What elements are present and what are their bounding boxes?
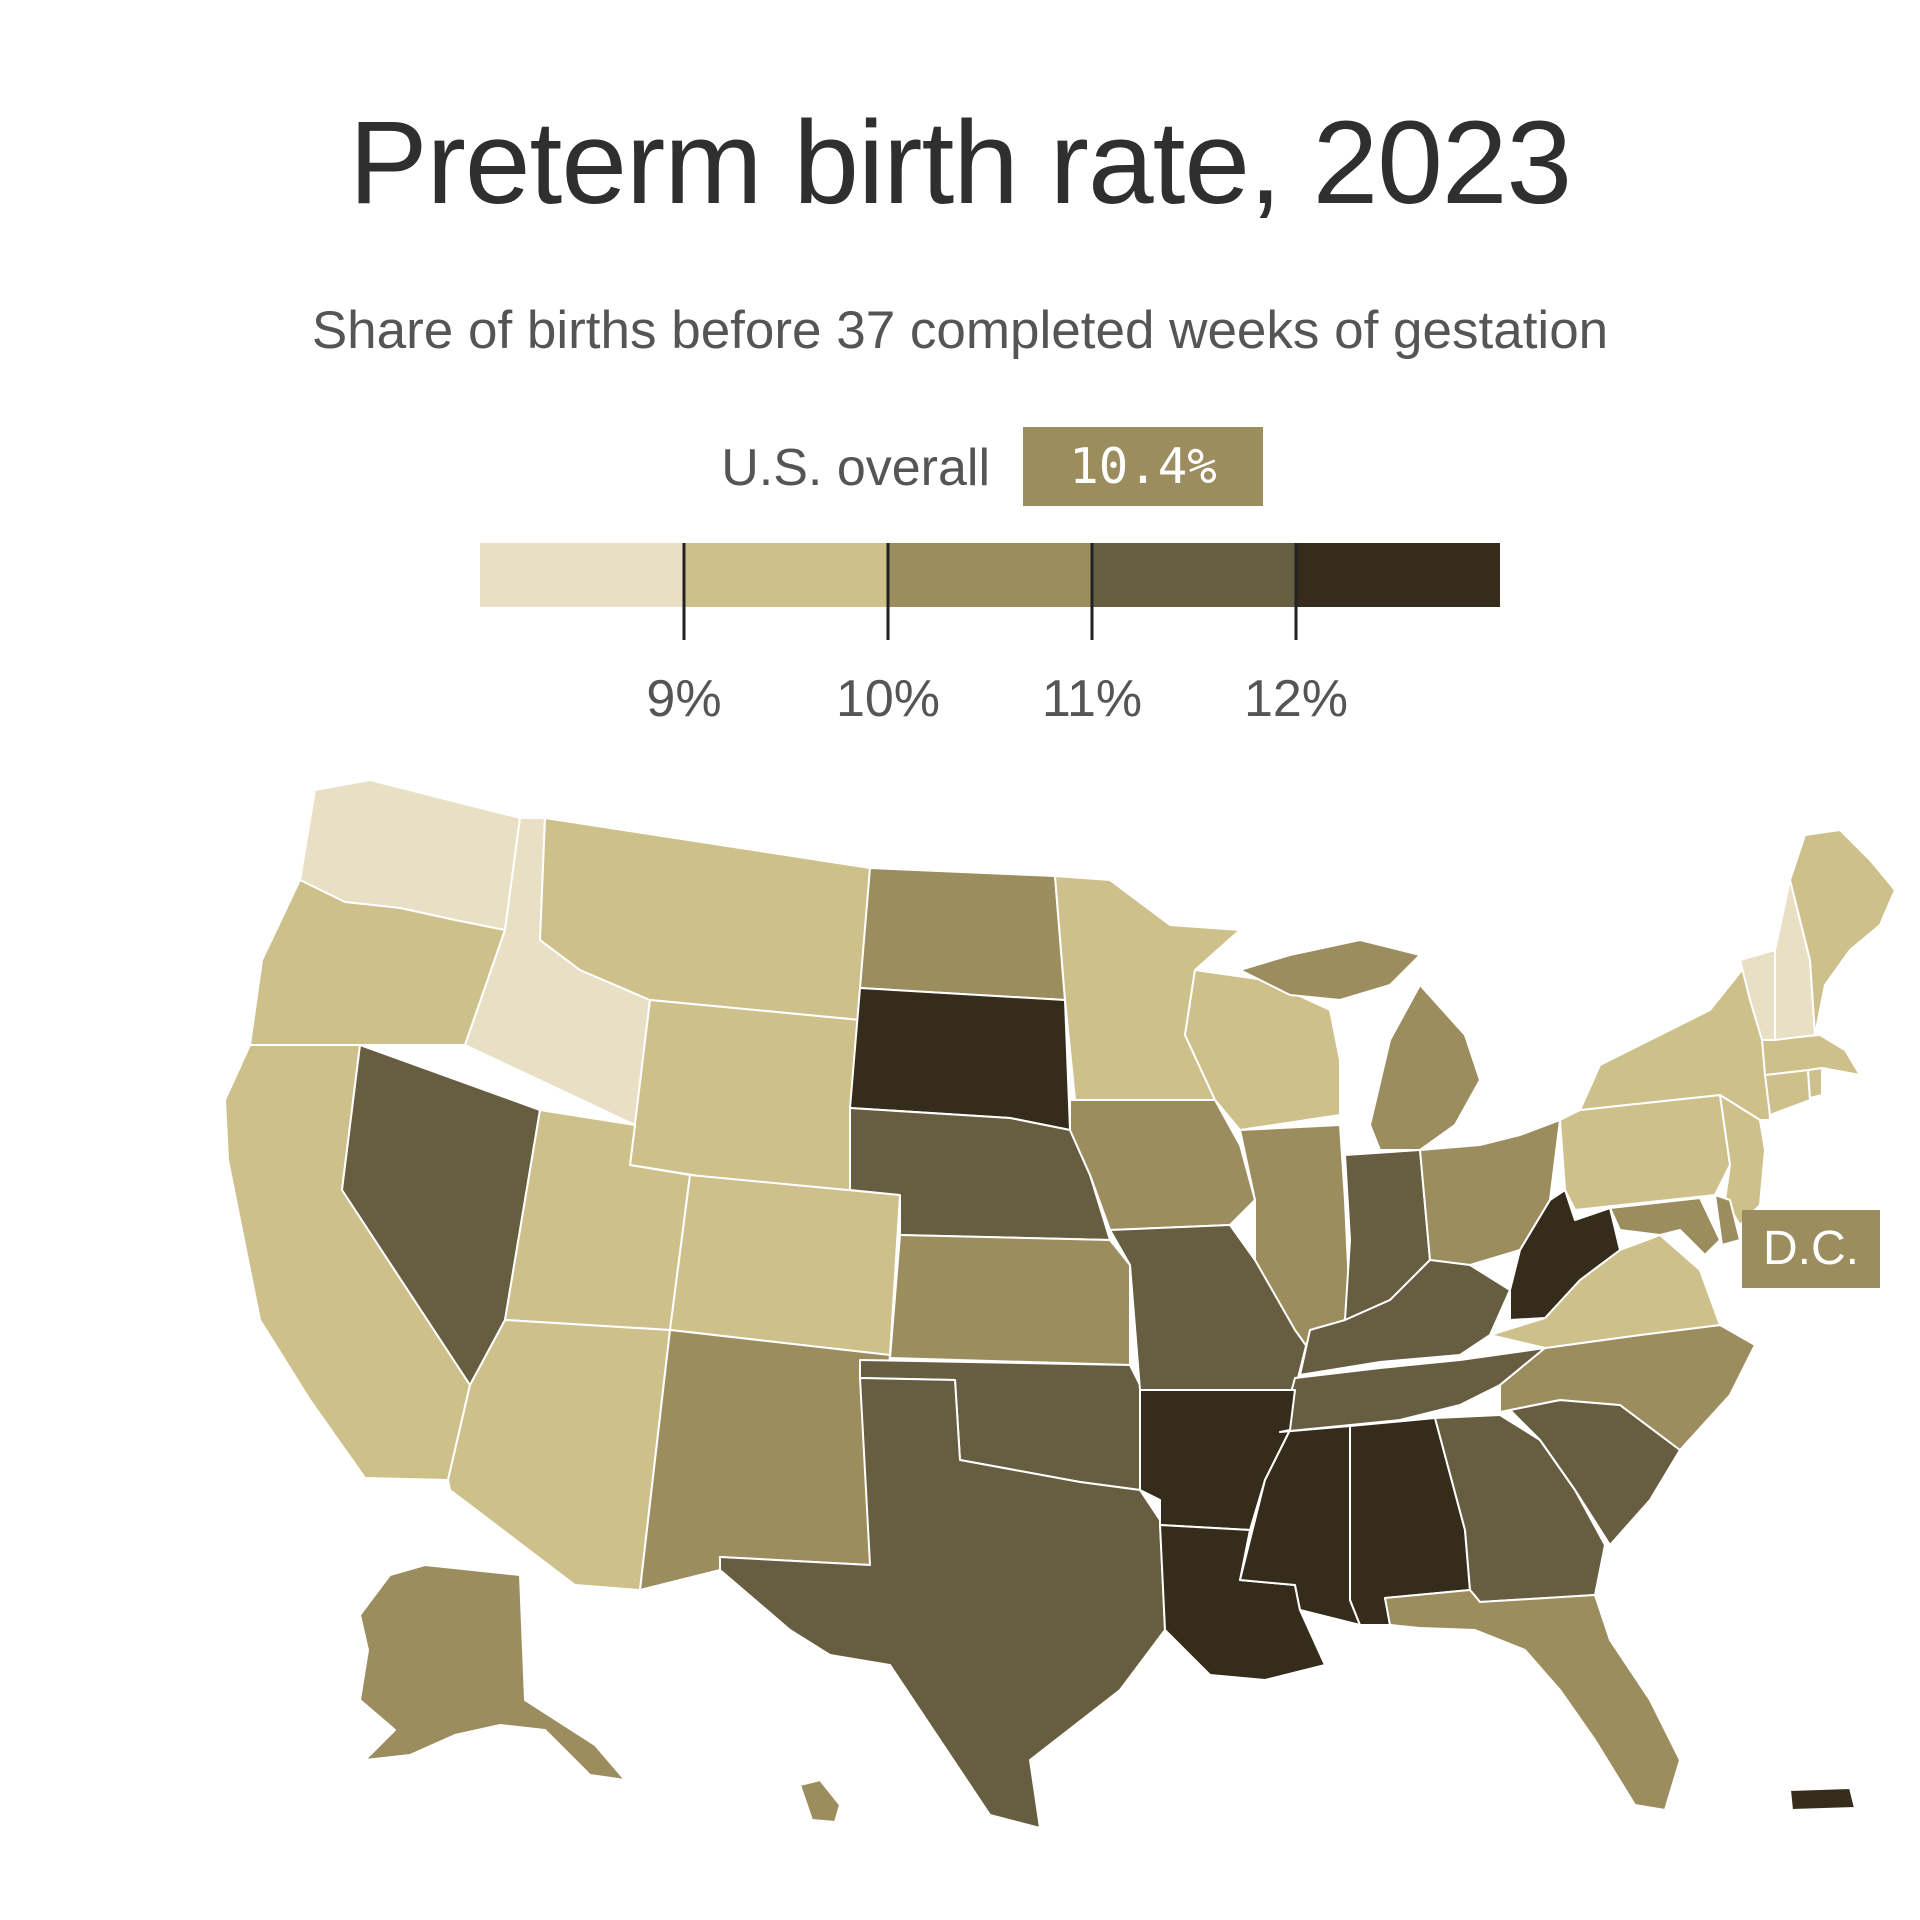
state-AK[interactable]	[359, 1564, 626, 1781]
state-DE[interactable]	[1714, 1194, 1741, 1246]
us-overall-value-badge: 10.4%	[1023, 427, 1263, 506]
legend-bin-below-9	[480, 543, 684, 607]
state-ND[interactable]	[859, 867, 1066, 1001]
legend-tick-label-11: 11%	[1042, 670, 1142, 728]
legend-tick-label-12: 12%	[1244, 670, 1348, 728]
state-PR[interactable]	[1789, 1787, 1856, 1811]
state-HI[interactable]	[799, 1779, 841, 1823]
state-CT[interactable]	[1764, 1069, 1811, 1116]
state-MI[interactable]	[1369, 984, 1481, 1151]
state-SD[interactable]	[849, 987, 1071, 1131]
state-ME[interactable]	[1789, 829, 1896, 1036]
state-CO[interactable]	[669, 1174, 901, 1356]
chart-subtitle: Share of births before 37 completed week…	[311, 301, 1609, 360]
legend-bin-11-12	[1092, 543, 1296, 607]
color-legend: 9% 10% 11% 12%	[480, 543, 1500, 728]
legend-tick-label-9: 9%	[646, 670, 721, 728]
state-RI[interactable]	[1807, 1067, 1823, 1099]
state-LA[interactable]	[1159, 1524, 1326, 1681]
legend-bin-10-11	[888, 543, 1092, 607]
legend-bin-above-12	[1296, 543, 1500, 607]
state-NY[interactable]	[1579, 959, 1771, 1121]
chart-title: Preterm birth rate, 2023	[348, 97, 1572, 229]
state-NM[interactable]	[639, 1329, 891, 1591]
state-MI-UP[interactable]	[1239, 939, 1421, 1001]
state-PA[interactable]	[1559, 1094, 1731, 1211]
state-MA[interactable]	[1761, 1034, 1861, 1076]
state-GA[interactable]	[1434, 1414, 1606, 1603]
legend-bin-9-10	[684, 543, 888, 607]
state-VT[interactable]	[1739, 949, 1776, 1041]
us-overall-label: U.S. overall	[721, 439, 990, 497]
state-FL[interactable]	[1384, 1589, 1681, 1811]
dc-label-badge: D.C.	[1742, 1210, 1880, 1288]
state-KS[interactable]	[889, 1234, 1131, 1366]
legend-tick-label-10: 10%	[836, 670, 940, 728]
state-MD[interactable]	[1609, 1197, 1721, 1256]
